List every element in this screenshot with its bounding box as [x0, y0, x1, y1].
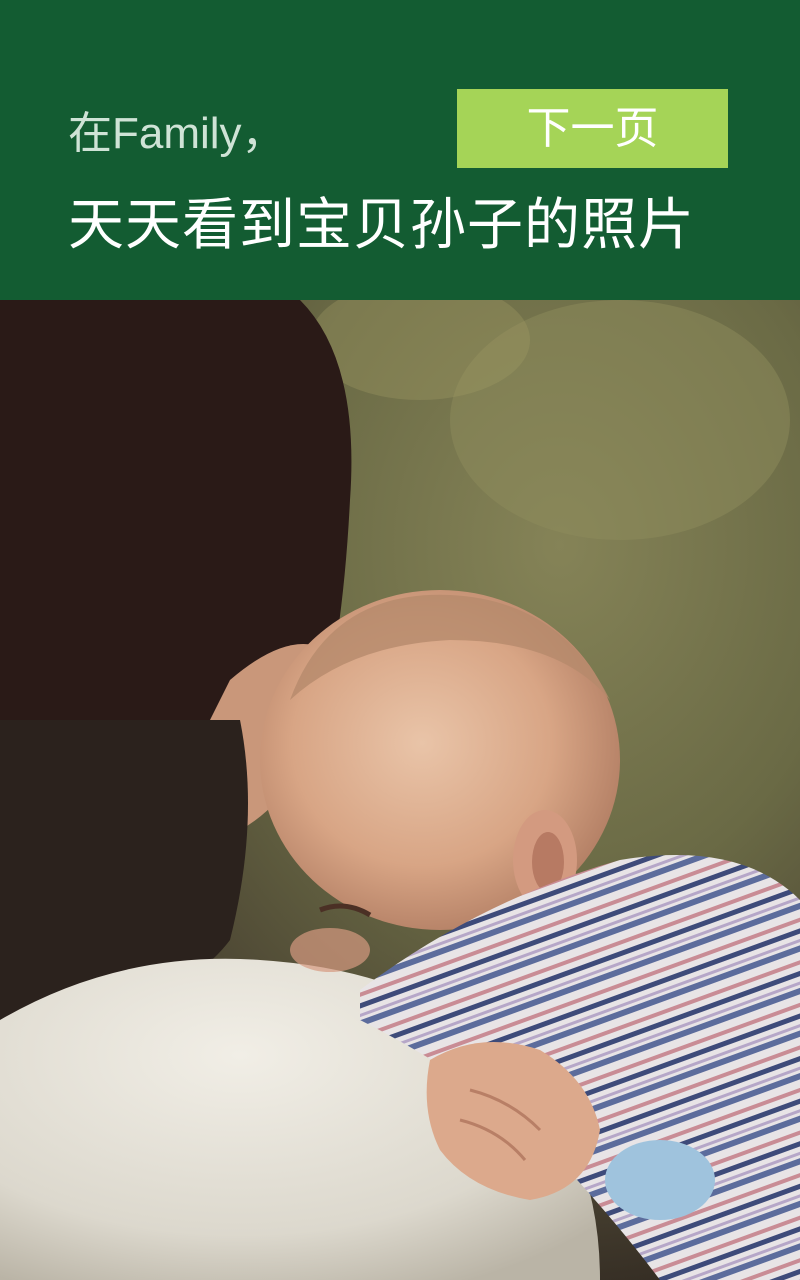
- baby-photo-illustration: [0, 300, 800, 1280]
- hero-photo: [0, 300, 800, 1280]
- header-banner: 在Family， 天天看到宝贝孙子的照片 下一页: [0, 0, 800, 300]
- headline-text: 天天看到宝贝孙子的照片: [68, 193, 695, 258]
- next-page-button[interactable]: 下一页: [457, 89, 728, 168]
- subtitle-text: 在Family，: [68, 109, 286, 158]
